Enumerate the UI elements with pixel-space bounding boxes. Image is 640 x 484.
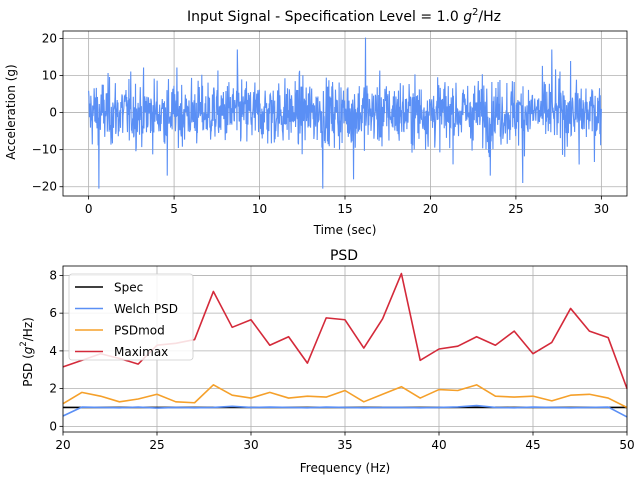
signal-x-axis-label: Time (sec) (313, 223, 377, 237)
y-tick-label: 6 (49, 306, 57, 320)
x-tick-label: 30 (594, 202, 609, 216)
x-tick-label: 30 (243, 438, 258, 452)
psd-axes: 20 25 30 35 40 45 50 0 2 4 6 8 (49, 265, 635, 452)
y-tick-label: 0 (49, 106, 57, 120)
psd-chart-title: PSD (330, 248, 358, 264)
y-tick-label: 4 (49, 344, 57, 358)
legend-box (68, 273, 194, 361)
axes-frame (62, 30, 628, 197)
psd-x-axis-label: Frequency (Hz) (300, 461, 391, 475)
x-tick-label: 40 (431, 438, 446, 452)
signal-axes: 0 5 10 15 20 25 30 −20 −10 0 10 20 (32, 30, 628, 216)
psd-series-line-psdmod (62, 384, 628, 409)
x-tick-label: 20 (423, 202, 438, 216)
x-tick-label: 15 (337, 202, 352, 216)
y-tick-label: −10 (32, 143, 57, 157)
legend-label: PSDmod (114, 324, 165, 338)
x-tick-label: 50 (619, 438, 634, 452)
y-tick-label: −20 (32, 180, 57, 194)
signal-chart-title: Input Signal - Specification Level = 1.0… (187, 7, 501, 25)
x-tick-label: 45 (525, 438, 540, 452)
y-tick-label: 20 (42, 31, 57, 45)
signal-y-axis-label: Acceleration (g) (4, 64, 18, 159)
x-tick-label: 35 (337, 438, 352, 452)
x-tick-label: 20 (55, 438, 70, 452)
legend-label: Maximax (114, 345, 168, 359)
x-tick-label: 5 (170, 202, 178, 216)
x-tick-label: 25 (149, 438, 164, 452)
x-tick-label: 0 (85, 202, 93, 216)
axes-frame (62, 265, 628, 433)
psd-y-axis-label: PSD (g2/Hz) (18, 317, 35, 387)
y-tick-label: 0 (49, 419, 57, 433)
legend-label: Spec (114, 281, 143, 295)
psd-series-line-welch-psd (62, 404, 628, 418)
legend-label: Welch PSD (114, 302, 178, 316)
y-tick-label: 8 (49, 268, 57, 282)
y-tick-label: 2 (49, 382, 57, 396)
y-tick-label: 10 (42, 68, 57, 82)
x-tick-label: 10 (252, 202, 267, 216)
signal-series-line (88, 37, 602, 189)
x-tick-label: 25 (508, 202, 523, 216)
psd-legend: Spec Welch PSD PSDmod Maximax (68, 273, 194, 361)
